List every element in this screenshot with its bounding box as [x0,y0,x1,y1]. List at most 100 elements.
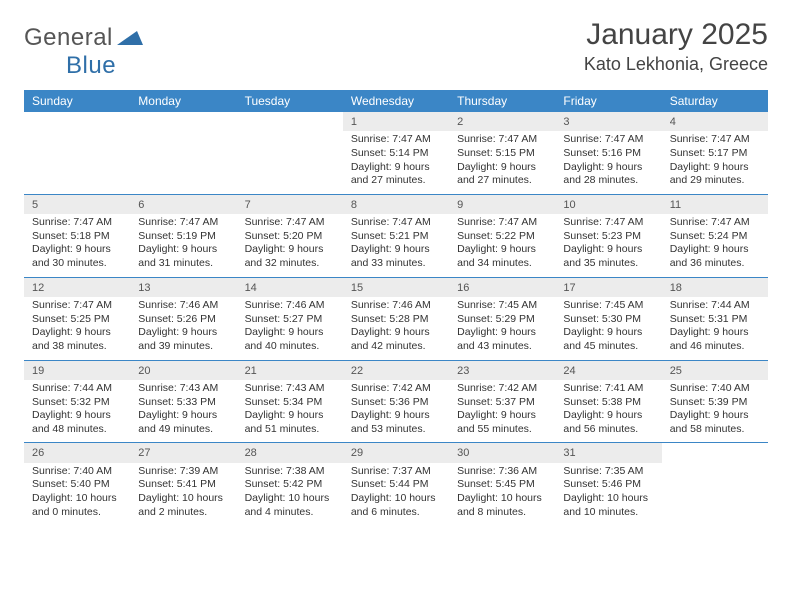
sunset: Sunset: 5:20 PM [245,230,335,244]
logo-word1: General [24,24,113,51]
sunrise: Sunrise: 7:47 AM [138,216,228,230]
day-number: 10 [555,194,661,214]
daylight: Daylight: 9 hours and 56 minutes. [563,409,653,436]
day-detail: Sunrise: 7:47 AMSunset: 5:24 PMDaylight:… [662,214,768,277]
day-number: 3 [555,112,661,131]
sunrise: Sunrise: 7:47 AM [457,216,547,230]
sunrise: Sunrise: 7:47 AM [32,299,122,313]
sunrise: Sunrise: 7:45 AM [457,299,547,313]
sunset: Sunset: 5:45 PM [457,478,547,492]
daylight: Daylight: 9 hours and 39 minutes. [138,326,228,353]
day-detail: Sunrise: 7:47 AMSunset: 5:16 PMDaylight:… [555,131,661,194]
day-number: 25 [662,360,768,380]
sunset: Sunset: 5:31 PM [670,313,760,327]
day-detail: Sunrise: 7:43 AMSunset: 5:34 PMDaylight:… [237,380,343,443]
day-detail: Sunrise: 7:46 AMSunset: 5:26 PMDaylight:… [130,297,236,360]
daylight: Daylight: 9 hours and 49 minutes. [138,409,228,436]
daylight: Daylight: 9 hours and 58 minutes. [670,409,760,436]
sunrise: Sunrise: 7:46 AM [138,299,228,313]
day-detail: Sunrise: 7:47 AMSunset: 5:18 PMDaylight:… [24,214,130,277]
logo-triangle-icon [117,24,143,52]
daylight: Daylight: 10 hours and 6 minutes. [351,492,441,519]
sunrise: Sunrise: 7:38 AM [245,465,335,479]
dayhead-sun: Sunday [24,90,130,112]
week-number-row: 567891011 [24,194,768,214]
week-detail-row: Sunrise: 7:40 AMSunset: 5:40 PMDaylight:… [24,463,768,526]
daylight: Daylight: 9 hours and 27 minutes. [351,161,441,188]
calendar-table: Sunday Monday Tuesday Wednesday Thursday… [24,90,768,525]
sunrise: Sunrise: 7:35 AM [563,465,653,479]
daylight: Daylight: 10 hours and 4 minutes. [245,492,335,519]
day-detail: Sunrise: 7:47 AMSunset: 5:20 PMDaylight:… [237,214,343,277]
week-number-row: 19202122232425 [24,360,768,380]
sunrise: Sunrise: 7:47 AM [670,133,760,147]
day-number: 20 [130,360,236,380]
day-detail: Sunrise: 7:39 AMSunset: 5:41 PMDaylight:… [130,463,236,526]
logo-text: General Blue [24,24,143,80]
day-detail: Sunrise: 7:47 AMSunset: 5:19 PMDaylight:… [130,214,236,277]
sunrise: Sunrise: 7:47 AM [563,216,653,230]
day-detail: Sunrise: 7:47 AMSunset: 5:22 PMDaylight:… [449,214,555,277]
sunrise: Sunrise: 7:46 AM [245,299,335,313]
title-block: January 2025 Kato Lekhonia, Greece [584,18,768,75]
day-number: 15 [343,277,449,297]
sunrise: Sunrise: 7:46 AM [351,299,441,313]
daylight: Daylight: 9 hours and 43 minutes. [457,326,547,353]
day-detail: Sunrise: 7:38 AMSunset: 5:42 PMDaylight:… [237,463,343,526]
sunrise: Sunrise: 7:47 AM [351,216,441,230]
sunrise: Sunrise: 7:43 AM [245,382,335,396]
sunset: Sunset: 5:14 PM [351,147,441,161]
sunset: Sunset: 5:29 PM [457,313,547,327]
day-detail: Sunrise: 7:42 AMSunset: 5:37 PMDaylight:… [449,380,555,443]
daylight: Daylight: 9 hours and 36 minutes. [670,243,760,270]
day-number: 24 [555,360,661,380]
sunrise: Sunrise: 7:40 AM [32,465,122,479]
sunset: Sunset: 5:21 PM [351,230,441,244]
day-detail: Sunrise: 7:40 AMSunset: 5:40 PMDaylight:… [24,463,130,526]
day-detail: Sunrise: 7:42 AMSunset: 5:36 PMDaylight:… [343,380,449,443]
daylight: Daylight: 9 hours and 40 minutes. [245,326,335,353]
day-number: 7 [237,194,343,214]
day-detail: Sunrise: 7:47 AMSunset: 5:14 PMDaylight:… [343,131,449,194]
dayhead-mon: Monday [130,90,236,112]
daylight: Daylight: 9 hours and 28 minutes. [563,161,653,188]
sunrise: Sunrise: 7:42 AM [351,382,441,396]
dayhead-tue: Tuesday [237,90,343,112]
location: Kato Lekhonia, Greece [584,54,768,75]
day-number: 29 [343,443,449,463]
day-number: 21 [237,360,343,380]
day-number: 4 [662,112,768,131]
sunrise: Sunrise: 7:41 AM [563,382,653,396]
day-number: 28 [237,443,343,463]
sunrise: Sunrise: 7:47 AM [670,216,760,230]
day-number: 27 [130,443,236,463]
day-number: 26 [24,443,130,463]
sunset: Sunset: 5:44 PM [351,478,441,492]
day-detail: Sunrise: 7:47 AMSunset: 5:21 PMDaylight:… [343,214,449,277]
day-number [24,112,130,131]
day-number: 13 [130,277,236,297]
sunrise: Sunrise: 7:39 AM [138,465,228,479]
sunset: Sunset: 5:25 PM [32,313,122,327]
day-number: 14 [237,277,343,297]
daylight: Daylight: 10 hours and 2 minutes. [138,492,228,519]
sunset: Sunset: 5:15 PM [457,147,547,161]
day-number: 19 [24,360,130,380]
sunrise: Sunrise: 7:37 AM [351,465,441,479]
week-detail-row: Sunrise: 7:47 AMSunset: 5:14 PMDaylight:… [24,131,768,194]
day-number: 17 [555,277,661,297]
daylight: Daylight: 9 hours and 53 minutes. [351,409,441,436]
sunset: Sunset: 5:17 PM [670,147,760,161]
day-number: 2 [449,112,555,131]
dayhead-fri: Friday [555,90,661,112]
day-number [237,112,343,131]
calendar-body: 1234Sunrise: 7:47 AMSunset: 5:14 PMDayli… [24,112,768,525]
daylight: Daylight: 9 hours and 48 minutes. [32,409,122,436]
sunset: Sunset: 5:18 PM [32,230,122,244]
sunrise: Sunrise: 7:42 AM [457,382,547,396]
daylight: Daylight: 9 hours and 51 minutes. [245,409,335,436]
sunset: Sunset: 5:30 PM [563,313,653,327]
sunset: Sunset: 5:46 PM [563,478,653,492]
daylight: Daylight: 9 hours and 55 minutes. [457,409,547,436]
daylight: Daylight: 9 hours and 42 minutes. [351,326,441,353]
